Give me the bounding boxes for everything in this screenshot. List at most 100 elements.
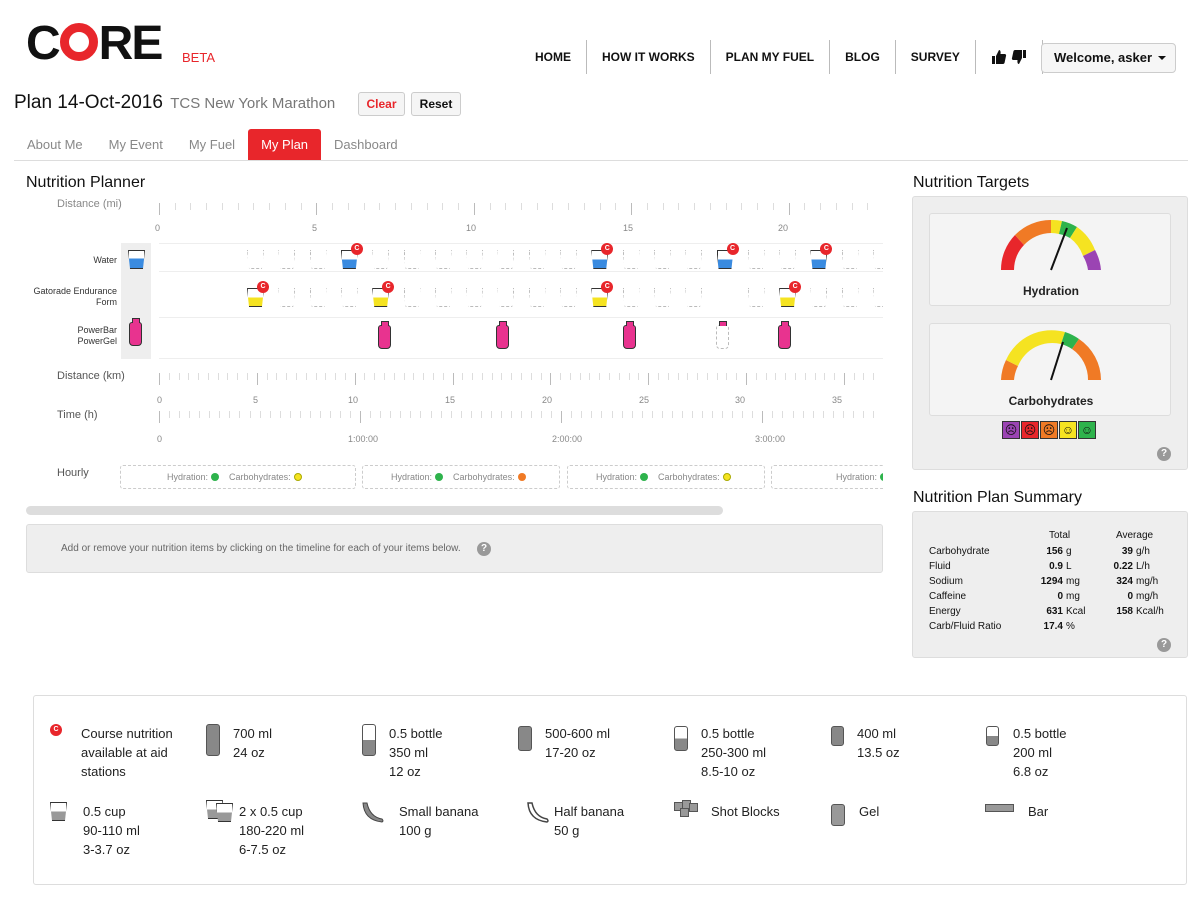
water-cup-empty[interactable]	[779, 250, 797, 269]
gatorade-cup-empty[interactable]	[309, 288, 327, 307]
gatorade-cup-empty[interactable]	[841, 288, 859, 307]
axis-tick-mark	[762, 411, 764, 423]
water-cup-filled[interactable]: C	[340, 243, 363, 269]
km-tick: 15	[445, 395, 456, 405]
gel-packet[interactable]	[778, 321, 791, 349]
tab-my-event[interactable]: My Event	[108, 137, 163, 152]
water-cup-empty[interactable]	[528, 250, 546, 269]
axis-tick-mark	[426, 203, 428, 210]
tab-my-fuel[interactable]: My Fuel	[188, 137, 236, 152]
axis-tick-mark	[752, 411, 754, 418]
gel-packet[interactable]	[496, 321, 509, 349]
gatorade-cup-filled[interactable]: C	[247, 281, 269, 307]
axis-tick-mark	[712, 411, 714, 418]
axis-tick-mark	[249, 411, 251, 418]
summary-average: 0	[1127, 591, 1133, 602]
help-icon[interactable]: ?	[1157, 447, 1171, 461]
nav-how-it-works[interactable]: HOW IT WORKS	[587, 40, 711, 74]
nav-plan-my-fuel[interactable]: PLAN MY FUEL	[711, 40, 831, 74]
thumbs-up-icon[interactable]	[991, 49, 1007, 65]
summary-row: Carb/Fluid Ratio 17.4%	[929, 619, 1164, 634]
tab-about-me[interactable]: About Me	[27, 137, 83, 152]
help-icon[interactable]: ?	[1157, 638, 1171, 652]
gatorade-cup-empty[interactable]	[434, 288, 452, 307]
thumbs-down-icon[interactable]	[1011, 49, 1027, 65]
user-menu-button[interactable]: Welcome, asker	[1041, 43, 1176, 73]
legend-shot-blocks: Shot Blocks	[711, 804, 780, 819]
timeline[interactable]: 0 5 10 15 20 Water Gatorade Endurance Fo…	[26, 195, 883, 495]
gatorade-cup-empty[interactable]	[685, 288, 703, 307]
gatorade-cup-empty[interactable]	[340, 288, 358, 307]
water-cup-empty[interactable]	[466, 250, 484, 269]
water-cup-empty[interactable]	[278, 250, 296, 269]
gatorade-cup-empty[interactable]	[810, 288, 828, 307]
axis-tick-mark	[253, 203, 255, 210]
gatorade-cup-empty[interactable]	[622, 288, 640, 307]
summary-average	[1095, 619, 1133, 634]
gatorade-cup-empty[interactable]	[528, 288, 546, 307]
axis-tick-mark	[755, 373, 757, 380]
mi-tick: 5	[312, 223, 318, 233]
water-cup-empty[interactable]	[653, 250, 671, 269]
water-cup-empty[interactable]	[497, 250, 515, 269]
timeline-scrollbar[interactable]	[26, 506, 723, 515]
gatorade-cup-empty[interactable]	[747, 288, 765, 307]
axis-tick-mark	[511, 373, 513, 380]
gatorade-cup-empty[interactable]	[278, 288, 296, 307]
nav-blog[interactable]: BLOG	[830, 40, 896, 74]
axis-tick-mark	[641, 411, 643, 418]
core-logo[interactable]: C RE	[26, 20, 163, 68]
gatorade-cup-empty[interactable]	[653, 288, 671, 307]
gatorade-cup-empty[interactable]	[497, 288, 515, 307]
axis-tick-mark	[741, 203, 743, 210]
water-cup-filled[interactable]: C	[810, 243, 833, 269]
gatorade-cup-empty[interactable]	[560, 288, 577, 307]
legend-half-bottle-250: 0.5 bottle 250-300 ml 8.5-10 oz	[701, 726, 767, 779]
reset-button[interactable]: Reset	[411, 92, 461, 116]
neutral-face-icon: ☺	[1059, 421, 1077, 439]
water-cup-empty[interactable]	[247, 250, 264, 269]
water-cup-empty[interactable]	[685, 250, 703, 269]
gatorade-cup-empty[interactable]	[873, 288, 883, 307]
summary-total-unit: %	[1066, 621, 1075, 632]
half-bottle-icon	[986, 726, 999, 746]
axis-tick-mark	[289, 411, 291, 418]
km-tick: 0	[157, 395, 163, 405]
axis-tick-mark	[788, 203, 790, 215]
gatorade-cup-filled[interactable]: C	[591, 281, 614, 307]
water-cup-filled[interactable]: C	[591, 243, 614, 269]
axis-tick-mark	[521, 373, 522, 380]
gatorade-cup-empty[interactable]	[466, 288, 484, 307]
half-cup-icon	[50, 802, 67, 821]
help-icon[interactable]: ?	[477, 542, 491, 556]
gatorade-cup-filled[interactable]: C	[372, 281, 395, 307]
nav-home[interactable]: HOME	[520, 40, 587, 74]
water-cup-filled[interactable]: C	[716, 243, 739, 269]
water-cup-empty[interactable]	[309, 250, 327, 269]
axis-tick-mark	[551, 411, 553, 418]
hydration-card: Hydration	[929, 213, 1171, 306]
gel-packet[interactable]	[623, 321, 636, 349]
gel-packet[interactable]	[378, 321, 391, 349]
water-cup-empty[interactable]	[873, 250, 883, 269]
axis-tick-mark	[393, 373, 395, 380]
water-cup-empty[interactable]	[560, 250, 577, 269]
water-cup-empty[interactable]	[841, 250, 859, 269]
clear-button[interactable]: Clear	[358, 92, 405, 116]
axis-tick-mark	[188, 373, 190, 380]
water-cup-empty[interactable]	[622, 250, 640, 269]
summary-name: Sodium	[929, 576, 963, 587]
gel-slot-empty[interactable]	[716, 321, 729, 349]
water-cup-empty[interactable]	[372, 250, 390, 269]
gatorade-cup-filled[interactable]: C	[779, 281, 802, 307]
time-axis	[159, 411, 883, 423]
axis-tick-mark	[384, 373, 386, 380]
gatorade-cup-empty[interactable]	[403, 288, 421, 307]
water-cup-empty[interactable]	[747, 250, 765, 269]
feedback-thumbs	[976, 40, 1043, 74]
nav-survey[interactable]: SURVEY	[896, 40, 976, 74]
water-cup-empty[interactable]	[403, 250, 421, 269]
tab-dashboard[interactable]: Dashboard	[334, 137, 398, 152]
tab-my-plan[interactable]: My Plan	[248, 129, 322, 161]
water-cup-empty[interactable]	[434, 250, 452, 269]
